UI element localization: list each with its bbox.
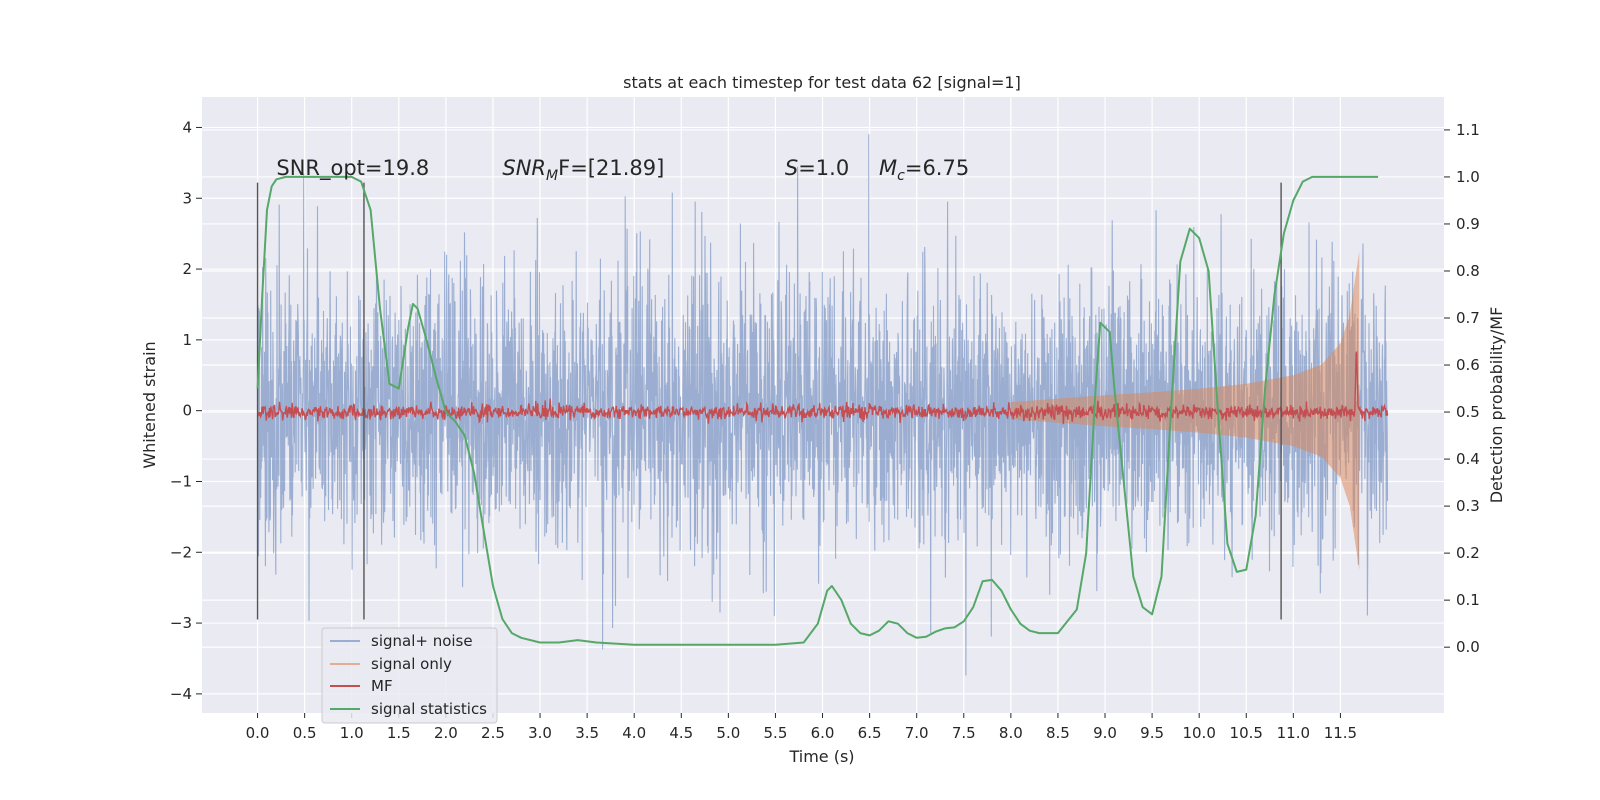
axis-ticks: 0.0 0.5 1.0 1.5 2.0 2.5 3.0 3.5 4.0 4.5 5.0 5.5 6.0 6… — [170, 118, 1480, 742]
annotation-mc: Mc=6.75 — [879, 156, 969, 184]
legend-label-signal-statistics: signal statistics — [371, 700, 487, 718]
x-tick-label: 0.0 — [246, 724, 270, 742]
y-tick-label: 1 — [182, 331, 192, 349]
annotation-snr-mf-tail: F=[21.89] — [558, 156, 664, 180]
legend-label-mf: MF — [371, 677, 393, 695]
x-axis-label: Time (s) — [788, 747, 854, 766]
series-mf — [257, 351, 1389, 425]
x-tick-label: 7.5 — [952, 724, 976, 742]
x-tick-label: 4.0 — [622, 724, 646, 742]
y-tick-label: −3 — [170, 614, 192, 632]
y-tick-label: −2 — [170, 543, 192, 561]
noise-trace — [257, 134, 1389, 676]
legend-label-signal-only: signal only — [371, 655, 452, 673]
y2-tick-label: 0.4 — [1456, 450, 1480, 468]
y2-tick-label: 0.1 — [1456, 591, 1480, 609]
y-tick-label: 4 — [182, 118, 192, 136]
y2-tick-label: 0.7 — [1456, 309, 1480, 327]
x-tick-label: 4.5 — [669, 724, 693, 742]
x-tick-label: 0.5 — [293, 724, 317, 742]
series-signal-noise — [257, 134, 1389, 676]
y-tick-label: 2 — [182, 260, 192, 278]
y2-tick-label: 0.2 — [1456, 544, 1480, 562]
y2-axis-label: Detection probability/MF — [1487, 307, 1506, 504]
y2-tick-label: 0.3 — [1456, 497, 1480, 515]
y2-tick-label: 0.5 — [1456, 403, 1480, 421]
annotation-snr-opt: SNR_opt=19.8 — [276, 156, 429, 181]
annotation-snr-mf-base: SNR — [502, 156, 546, 180]
legend-label-signal-noise: signal+ noise — [371, 632, 473, 650]
x-tick-label: 8.0 — [999, 724, 1023, 742]
x-tick-label: 6.5 — [858, 724, 882, 742]
y-tick-label: 0 — [182, 402, 192, 420]
y2-tick-label: 0.8 — [1456, 262, 1480, 280]
x-tick-label: 8.5 — [1046, 724, 1070, 742]
x-tick-label: 9.0 — [1093, 724, 1117, 742]
mf-trace — [257, 351, 1389, 425]
annotation-mc-sub: c — [897, 168, 905, 184]
x-tick-label: 9.5 — [1140, 724, 1164, 742]
x-tick-label: 3.5 — [575, 724, 599, 742]
annotation-snr-mf: SNRMF=[21.89] — [502, 156, 664, 184]
y2-tick-label: 0.0 — [1456, 638, 1480, 656]
x-tick-label: 2.5 — [481, 724, 505, 742]
y-tick-label: 3 — [182, 189, 192, 207]
annotation-mc-base: M — [879, 156, 897, 180]
x-tick-label: 3.0 — [528, 724, 552, 742]
x-tick-label: 11.0 — [1277, 724, 1310, 742]
annotation-snr-mf-sub: M — [546, 168, 558, 184]
annotation-s-tail: =1.0 — [798, 156, 849, 180]
x-tick-label: 10.5 — [1230, 724, 1263, 742]
x-tick-label: 7.0 — [905, 724, 929, 742]
signal-statistics-trace — [256, 175, 1379, 646]
x-tick-label: 1.0 — [340, 724, 364, 742]
y2-tick-label: 1.0 — [1456, 168, 1480, 186]
annotation-s-base: S — [785, 156, 798, 180]
x-tick-label: 10.0 — [1182, 724, 1215, 742]
series-signal-statistics — [256, 175, 1379, 646]
annotation-s: S=1.0 — [785, 156, 849, 180]
legend: signal+ noise signal only MF signal stat… — [321, 627, 498, 724]
annotation-mc-tail: =6.75 — [905, 156, 969, 180]
y-tick-label: −1 — [170, 472, 192, 490]
y-tick-label: −4 — [170, 685, 192, 703]
chart-title: stats at each timestep for test data 62 … — [623, 73, 1021, 92]
x-tick-label: 5.5 — [764, 724, 788, 742]
annotations: SNR_opt=19.8 SNRMF=[21.89] S=1.0 Mc=6.75 — [276, 156, 969, 184]
x-tick-label: 6.0 — [811, 724, 835, 742]
legend-box — [321, 627, 498, 724]
y2-tick-label: 0.9 — [1456, 215, 1480, 233]
x-tick-label: 2.0 — [434, 724, 458, 742]
x-tick-label: 5.0 — [716, 724, 740, 742]
x-tick-label: 11.5 — [1324, 724, 1357, 742]
x-tick-label: 1.5 — [387, 724, 411, 742]
y2-tick-label: 1.1 — [1456, 121, 1480, 139]
y-axis-label: Whitened strain — [140, 341, 159, 468]
y2-tick-label: 0.6 — [1456, 356, 1480, 374]
